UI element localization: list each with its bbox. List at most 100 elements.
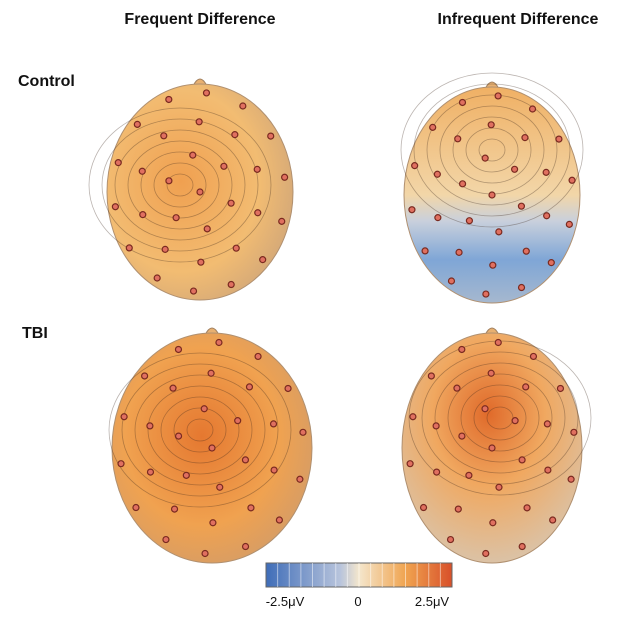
electrode [496,229,502,235]
electrode [466,472,472,478]
figure: Frequent Difference Infrequent Differenc… [0,0,642,612]
electrode [518,203,524,209]
electrode [166,96,172,102]
electrode [197,189,203,195]
electrode [548,260,554,266]
electrode [276,517,282,523]
electrode [466,218,472,224]
electrode [489,445,495,451]
electrode [460,181,466,187]
scalp-map [402,328,591,563]
electrode [255,210,261,216]
electrode [435,215,441,221]
electrode [175,346,181,352]
electrode [544,421,550,427]
electrode [147,423,153,429]
electrode [448,278,454,284]
electrode [121,414,127,420]
electrode [140,212,146,218]
electrode [115,160,121,166]
electrode [112,204,118,210]
electrode [488,370,494,376]
electrode [434,469,440,475]
electrode [569,177,575,183]
electrode [297,476,303,482]
row-label: Control [18,73,75,90]
electrode [571,429,577,435]
electrode [204,226,210,232]
scalp-map [401,73,583,303]
electrode [163,537,169,543]
electrode [268,133,274,139]
electrode [523,248,529,254]
scalp-map [109,328,312,563]
electrode [240,103,246,109]
electrode [209,445,215,451]
electrode [248,505,254,511]
electrode [203,90,209,96]
electrode [246,384,252,390]
electrode [228,200,234,206]
electrode [233,245,239,251]
electrode [255,353,261,359]
electrode [202,550,208,556]
electrode [285,385,291,391]
electrode [459,99,465,105]
electrode [409,207,415,213]
electrode [243,544,249,550]
electrode [201,406,207,412]
electrode [544,213,550,219]
electrode [172,506,178,512]
electrode [519,457,525,463]
electrode [260,257,266,263]
electrode [556,136,562,142]
electrode [428,373,434,379]
electrode [483,291,489,297]
electrode [183,472,189,478]
electrode [118,461,124,467]
electrode [208,370,214,376]
electrode [279,218,285,224]
electrode [489,192,495,198]
electrode [410,414,416,420]
electrode [482,406,488,412]
electrode [430,124,436,130]
electrode [421,505,427,511]
electrode [495,93,501,99]
electrode [142,373,148,379]
electrode [519,544,525,550]
electrode [412,163,418,169]
electrode [459,346,465,352]
electrode [232,132,238,138]
colorbar-label: 2.5μV [415,594,450,609]
electrode [139,168,145,174]
electrode [496,484,502,490]
electrode [512,166,518,172]
electrode [176,433,182,439]
electrode [550,517,556,523]
electrode [210,520,216,526]
column-header: Infrequent Difference [438,11,599,28]
electrode [170,385,176,391]
electrode [522,135,528,141]
electrode [543,169,549,175]
electrode [198,259,204,265]
scalp-map [89,79,293,300]
electrode [455,506,461,512]
electrode [459,433,465,439]
colorbar-label: -2.5μV [266,594,305,609]
electrode [271,467,277,473]
electrode [530,353,536,359]
electrode [282,174,288,180]
electrode [254,166,260,172]
electrode [173,215,179,221]
electrode [482,155,488,161]
electrode [133,505,139,511]
electrode [454,385,460,391]
electrode [154,275,160,281]
column-header: Frequent Difference [124,11,275,28]
electrode [271,421,277,427]
electrode [191,288,197,294]
electrode [568,476,574,482]
electrode [235,418,241,424]
